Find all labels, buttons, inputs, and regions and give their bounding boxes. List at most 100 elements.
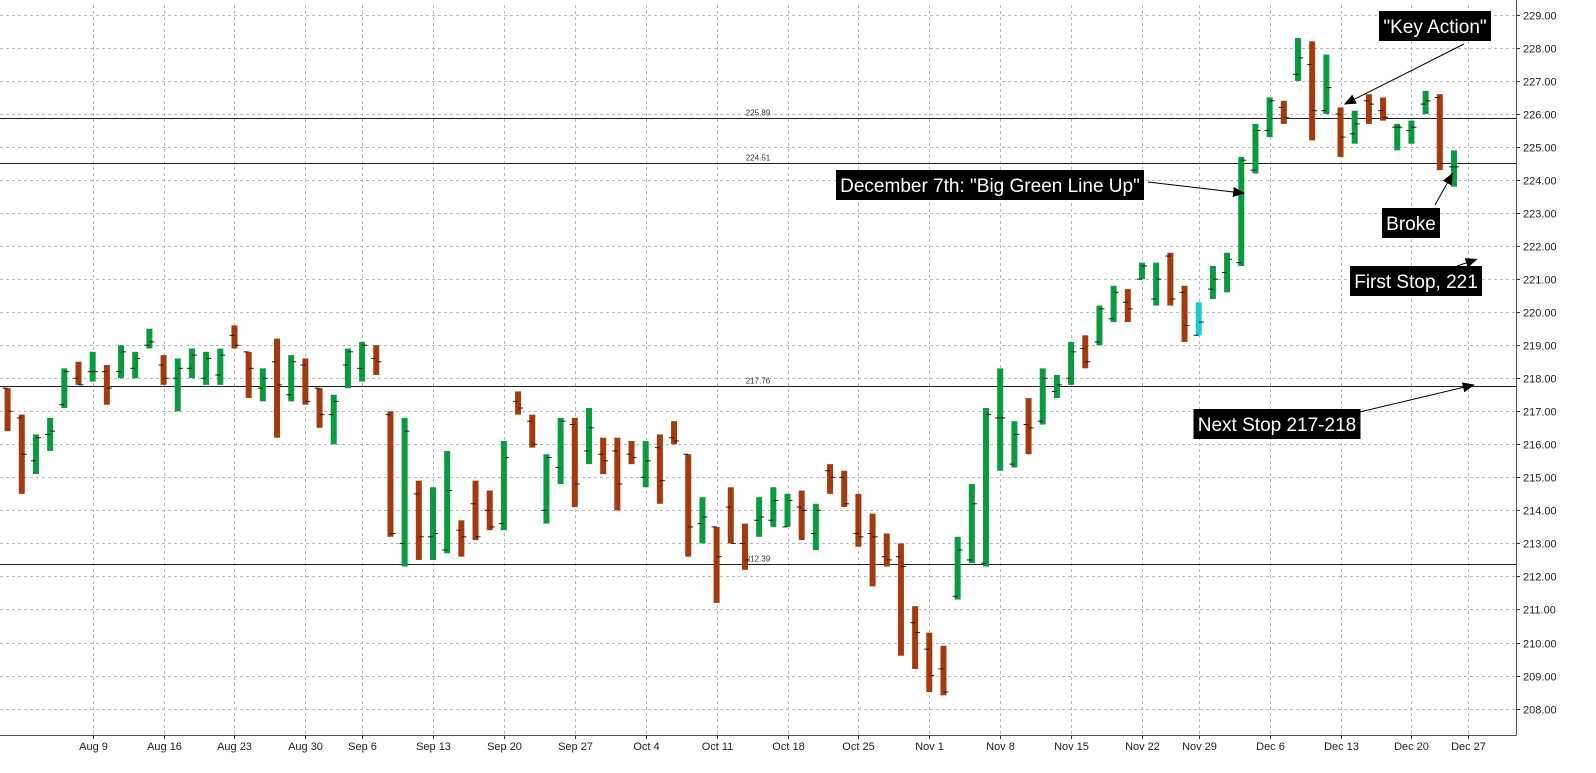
ohlc-bar <box>30 434 41 475</box>
ohlc-bar <box>527 414 538 448</box>
y-tick-label: 210.00 <box>1523 639 1557 651</box>
ohlc-bar <box>796 490 807 541</box>
x-tick-label: Dec 6 <box>1256 741 1285 753</box>
ohlc-bar <box>810 503 821 551</box>
bar-range <box>259 368 266 402</box>
bar-range <box>1365 94 1372 124</box>
x-tick-label: Oct 4 <box>633 741 659 753</box>
bar-range <box>812 503 819 551</box>
bar-range <box>245 351 252 399</box>
y-tick-label: 218.00 <box>1523 374 1557 386</box>
ohlc-bar <box>1363 94 1374 124</box>
x-axis-ticks: Aug 9 Aug 16 Aug 23 Aug 30 Sep 6 Sep 13 Sep 20… <box>79 735 1486 753</box>
bar-range <box>685 454 692 557</box>
y-tick-label: 215.00 <box>1523 473 1557 485</box>
ohlc-bar <box>1378 97 1389 121</box>
y-tick-label: 229.00 <box>1523 11 1557 23</box>
ohlc-bar <box>1392 123 1403 151</box>
ohlc-bar <box>598 437 609 475</box>
bar-range <box>1195 302 1202 336</box>
ohlc-bar <box>1250 123 1261 174</box>
ohlc-bar <box>428 487 438 560</box>
bar-range <box>401 417 408 567</box>
bar-range <box>344 348 351 389</box>
bar-range <box>1181 285 1188 342</box>
bar-range <box>912 606 919 669</box>
bar-range <box>1408 120 1415 144</box>
ohlc-bar <box>328 394 339 445</box>
bar-range <box>713 526 720 603</box>
ohlc-bar <box>1009 421 1020 468</box>
ohlc-bar <box>16 414 27 494</box>
bar-range <box>614 437 621 511</box>
bar-range <box>132 351 139 379</box>
ohlc-bar <box>881 533 892 567</box>
bar-range <box>75 361 82 385</box>
bar-range <box>217 348 224 385</box>
bar-range <box>203 351 210 385</box>
ohlc-bar <box>895 543 906 656</box>
ohlc-bar <box>1122 289 1133 323</box>
bar-range <box>600 437 607 475</box>
ohlc-bar <box>768 487 779 527</box>
ohlc-bar <box>186 348 197 379</box>
ohlc-bar <box>541 454 552 524</box>
y-tick-label: 224.00 <box>1523 176 1557 188</box>
callout-label: First Stop, 221 <box>1354 272 1478 293</box>
ohlc-bar <box>910 606 921 669</box>
ohlc-bar <box>626 441 637 465</box>
bar-range <box>699 497 706 544</box>
ohlc-bar <box>1080 335 1091 369</box>
ohlc-bar <box>300 358 311 405</box>
bar-range <box>1096 305 1103 346</box>
x-tick-label: Nov 29 <box>1182 741 1217 753</box>
ohlc-bar <box>498 441 509 531</box>
y-tick-label: 221.00 <box>1523 275 1557 287</box>
x-tick-label: Aug 23 <box>217 741 252 753</box>
bar-range <box>1124 289 1131 323</box>
chart-axes <box>0 0 1517 736</box>
x-tick-label: Nov 8 <box>986 741 1015 753</box>
ohlc-bar <box>995 368 1006 471</box>
bar-range <box>444 450 451 554</box>
x-tick-label: Dec 20 <box>1394 741 1429 753</box>
callout-arrow <box>1346 382 1475 416</box>
x-tick-label: Sep 13 <box>416 741 451 753</box>
bar-range <box>1011 421 1018 468</box>
bar-range <box>4 388 11 432</box>
ohlc-bar <box>583 407 594 465</box>
bar-range <box>1351 110 1358 144</box>
ohlc-bar <box>853 493 864 547</box>
ohlc-bar <box>1151 262 1162 306</box>
bar-range <box>89 351 96 382</box>
bar-range <box>415 480 422 560</box>
ohlc-bars <box>2 38 1459 696</box>
ohlc-bar <box>73 361 84 386</box>
bar-range <box>1139 262 1145 280</box>
y-tick-label: 225.00 <box>1523 143 1557 155</box>
bar-range <box>1294 38 1301 81</box>
ohlc-bar <box>697 497 708 544</box>
y-tick-label: 222.00 <box>1523 242 1557 254</box>
ohlc-bar <box>158 355 169 385</box>
ohlc-bar <box>257 368 268 402</box>
callout-label: Broke <box>1386 214 1436 235</box>
bar-range <box>515 391 522 415</box>
x-tick-label: Nov 22 <box>1125 741 1160 753</box>
bar-range <box>1110 285 1117 323</box>
ohlc-bar <box>754 497 765 537</box>
bar-range <box>330 394 337 445</box>
bar-range <box>146 328 153 349</box>
ohlc-bar <box>640 441 651 488</box>
ohlc-bar <box>59 368 70 408</box>
bar-range <box>288 355 295 402</box>
ohlc-bar <box>711 526 722 603</box>
ohlc-bar <box>1307 41 1318 141</box>
bar-range <box>529 414 536 448</box>
ohlc-bar <box>229 325 240 349</box>
bar-range <box>1422 90 1429 115</box>
x-tick-label: Nov 1 <box>915 741 944 753</box>
ohlc-bar <box>1165 252 1176 306</box>
bar-range <box>827 464 834 494</box>
ohlc-bar <box>101 365 112 405</box>
